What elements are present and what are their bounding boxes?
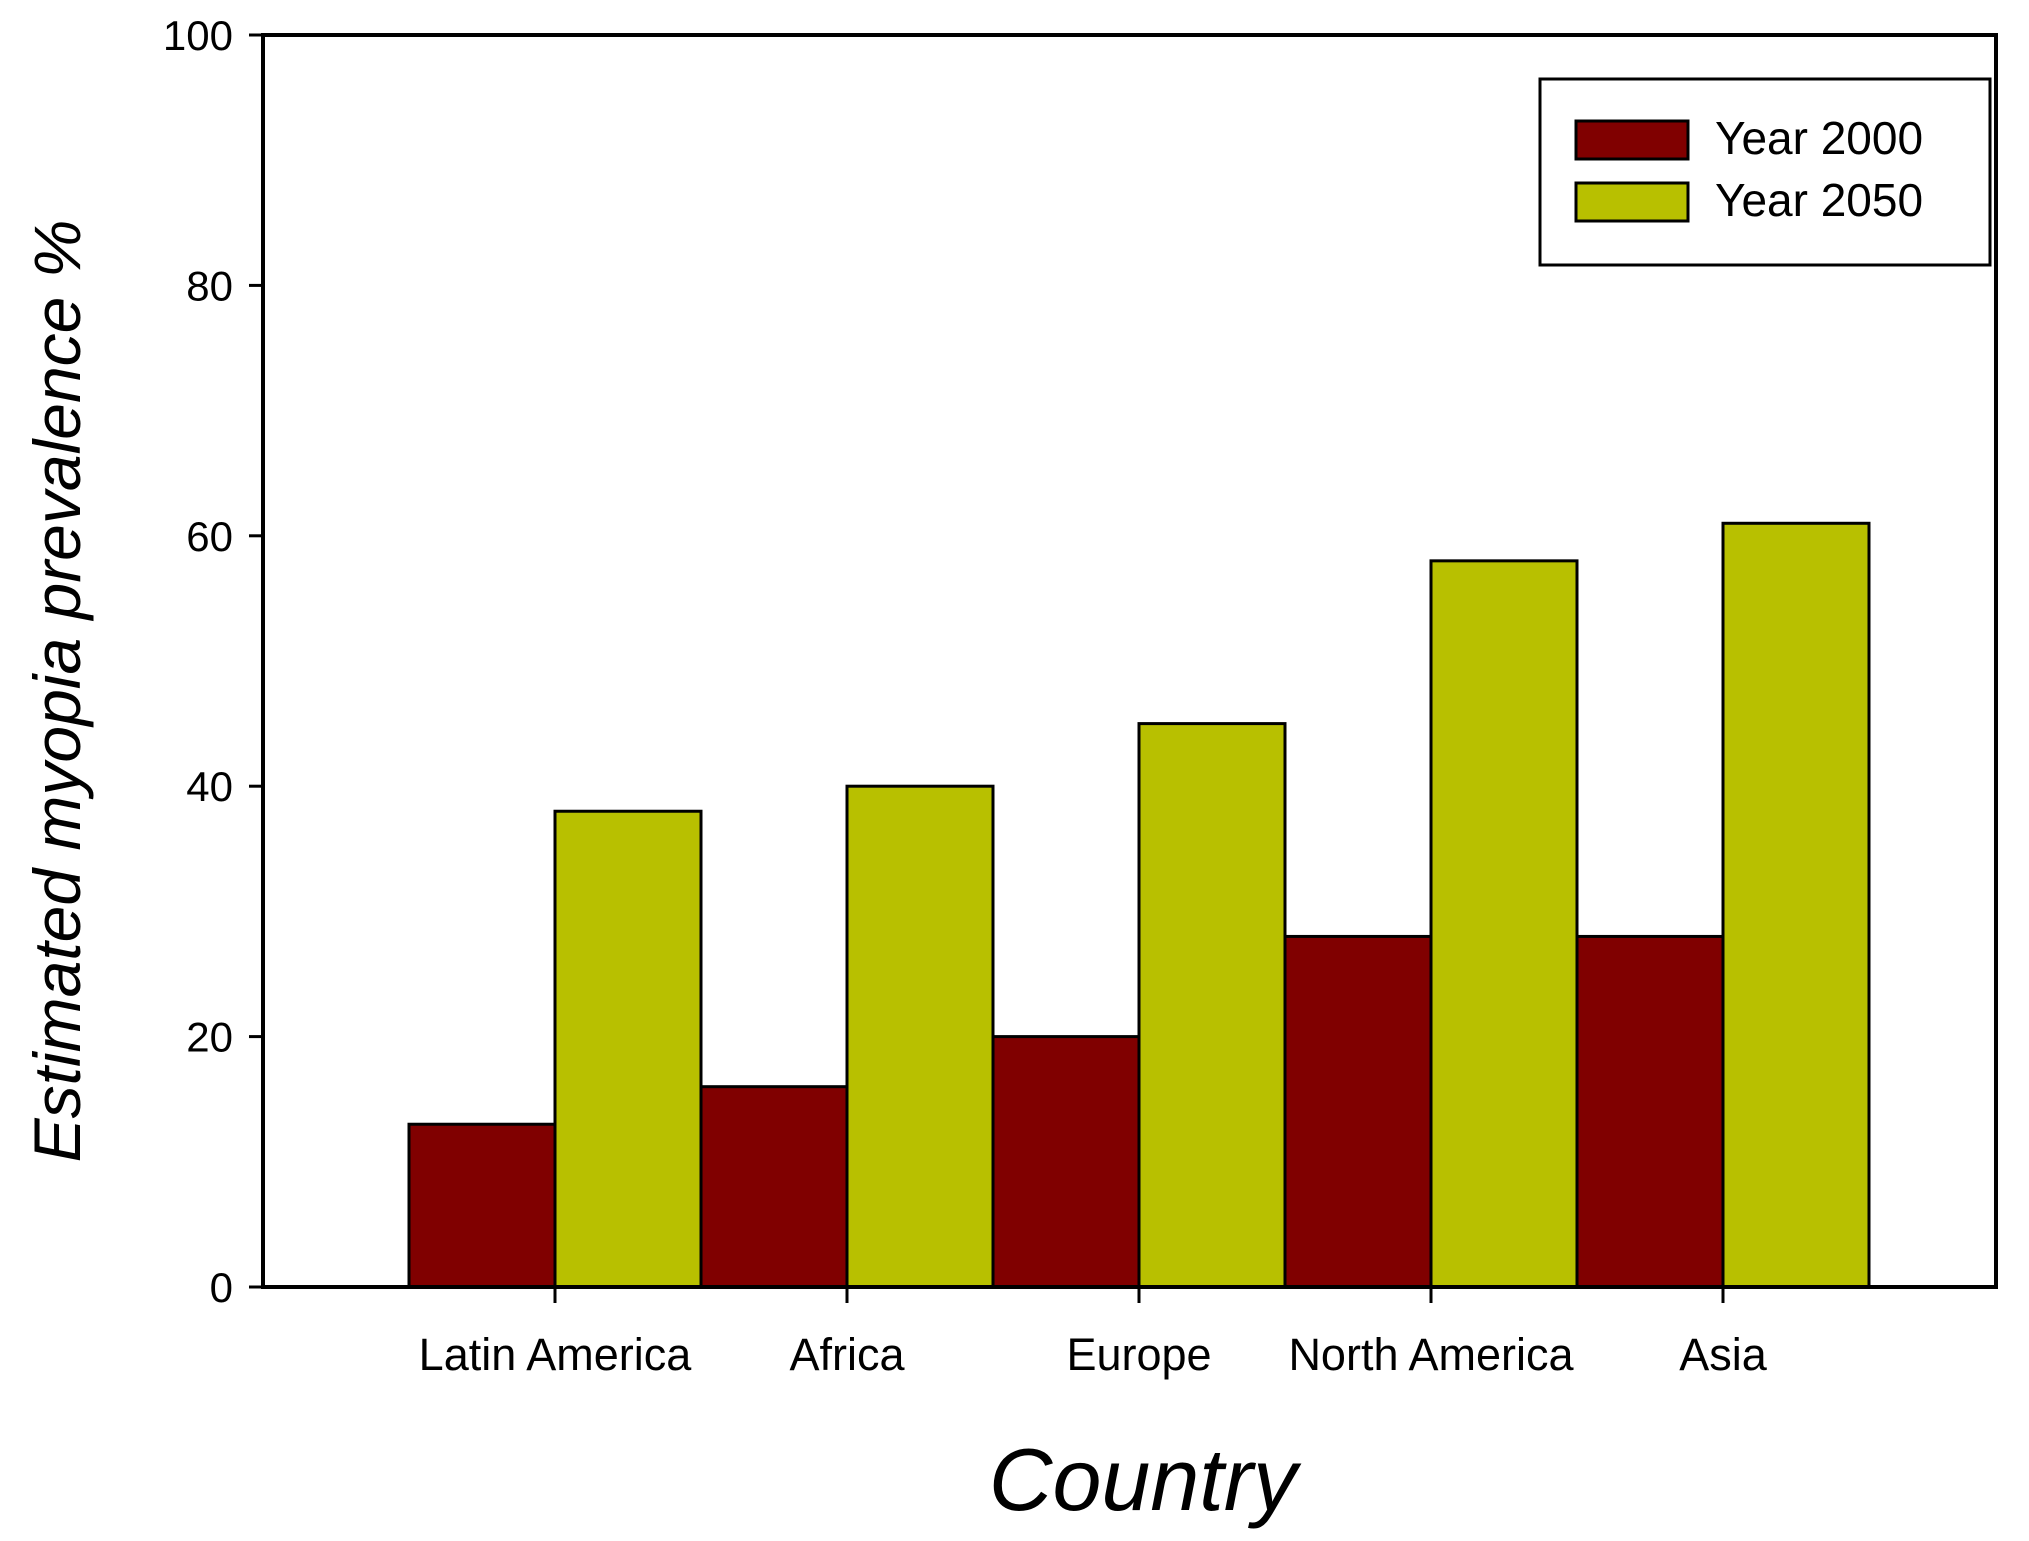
y-tick-label: 60 bbox=[186, 513, 233, 560]
legend-swatch-year-2000 bbox=[1574, 119, 1690, 161]
bar-year-2000-latin-america bbox=[407, 1122, 557, 1289]
x-tick-label: North America bbox=[1288, 1329, 1574, 1380]
bar-year-2050-europe bbox=[1137, 722, 1287, 1289]
bar-year-2050-latin-america bbox=[553, 809, 703, 1289]
x-axis-label: Country bbox=[989, 1430, 1302, 1529]
y-tick-label: 100 bbox=[163, 12, 233, 59]
legend-box bbox=[1538, 77, 1992, 267]
x-tick-label: Europe bbox=[1066, 1329, 1211, 1380]
bar-year-2000-africa bbox=[699, 1085, 849, 1289]
bar-year-2000-north-america bbox=[1283, 934, 1433, 1289]
y-tick-label: 0 bbox=[210, 1264, 233, 1311]
bars-group bbox=[407, 521, 1871, 1289]
legend-swatch-year-2050 bbox=[1574, 181, 1690, 223]
legend-label: Year 2050 bbox=[1715, 174, 1923, 226]
y-tick-label: 40 bbox=[186, 763, 233, 810]
x-tick-label: Africa bbox=[789, 1329, 905, 1380]
bar-year-2050-north-america bbox=[1429, 559, 1579, 1289]
y-tick-label: 20 bbox=[186, 1014, 233, 1061]
bar-year-2050-africa bbox=[845, 784, 995, 1289]
x-tick-label: Latin America bbox=[419, 1329, 693, 1380]
x-axis-ticks: Latin America Africa Europe North America As… bbox=[419, 1287, 1768, 1380]
x-tick-label: Asia bbox=[1679, 1329, 1768, 1380]
legend-label: Year 2000 bbox=[1715, 112, 1923, 164]
plot-frame bbox=[261, 33, 1998, 1289]
bar-year-2000-europe bbox=[991, 1035, 1141, 1289]
y-axis-ticks: 0 20 40 60 80 100 bbox=[163, 12, 263, 1311]
bar-year-2000-asia bbox=[1575, 934, 1725, 1289]
y-axis-label: Estimated myopia prevalence % bbox=[20, 220, 94, 1163]
legend: Year 2000 Year 2050 bbox=[1538, 77, 1992, 267]
bar-year-2050-asia bbox=[1721, 521, 1871, 1289]
y-tick-label: 80 bbox=[186, 262, 233, 309]
